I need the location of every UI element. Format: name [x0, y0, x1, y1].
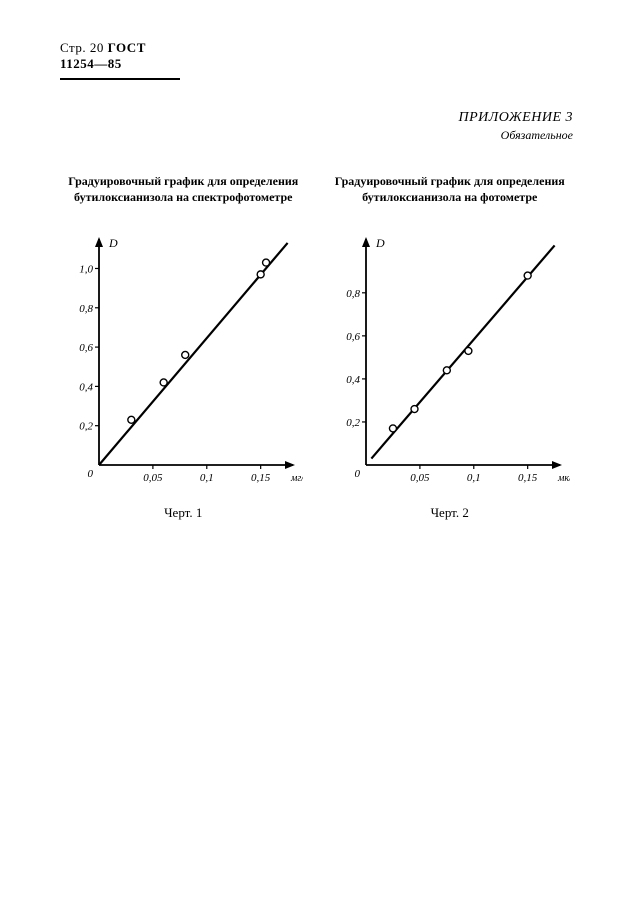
chart-2-title: Градуировочный график для определения бу… [327, 173, 574, 225]
chart-2-svg: 0 0,2 0,4 0,6 0,8 0,05 0,1 0,15 мк/10 см³ D [330, 229, 570, 499]
chart-2-caption: Черт. 2 [431, 505, 469, 521]
svg-text:0,6: 0,6 [346, 331, 360, 343]
svg-text:0,05: 0,05 [144, 472, 164, 484]
svg-text:мг/10 см³: мг/10 см³ [290, 473, 303, 484]
svg-text:D: D [108, 236, 118, 250]
svg-text:0,1: 0,1 [200, 472, 214, 484]
chart-1-caption: Черт. 1 [164, 505, 202, 521]
page: Стр. 20 ГОСТ 11254—85 ПРИЛОЖЕНИЕ 3 Обяза… [0, 0, 623, 918]
svg-text:D: D [375, 236, 385, 250]
page-number: Стр. 20 [60, 40, 104, 55]
svg-text:0,1: 0,1 [467, 472, 481, 484]
chart-1-svg: 0 0,2 0,4 0,6 0,8 1,0 0,05 0,1 0,15 мг/10 см³ D [63, 229, 303, 499]
svg-text:0,15: 0,15 [518, 472, 538, 484]
svg-text:0,4: 0,4 [346, 374, 360, 386]
page-header: Стр. 20 ГОСТ 11254—85 [60, 40, 180, 80]
svg-text:1,0: 1,0 [80, 263, 94, 275]
svg-text:0,4: 0,4 [80, 381, 94, 393]
appendix-subtitle: Обязательное [60, 128, 573, 143]
svg-text:0,6: 0,6 [80, 342, 94, 354]
svg-text:0,05: 0,05 [410, 472, 430, 484]
svg-text:0: 0 [88, 468, 94, 480]
appendix-title: ПРИЛОЖЕНИЕ 3 [60, 110, 573, 126]
svg-text:0,2: 0,2 [346, 417, 360, 429]
svg-text:мк/10 см³: мк/10 см³ [557, 473, 570, 484]
appendix-block: ПРИЛОЖЕНИЕ 3 Обязательное [60, 110, 573, 143]
svg-text:0,8: 0,8 [346, 288, 360, 300]
chart-2-block: Градуировочный график для определения бу… [327, 173, 574, 521]
svg-text:0,8: 0,8 [80, 303, 94, 315]
svg-text:0: 0 [354, 468, 360, 480]
svg-text:0,15: 0,15 [251, 472, 271, 484]
chart-1-block: Градуировочный график для определения бу… [60, 173, 307, 521]
chart-1-title: Градуировочный график для определения бу… [60, 173, 307, 225]
charts-row: Градуировочный график для определения бу… [60, 173, 573, 521]
svg-text:0,2: 0,2 [80, 421, 94, 433]
